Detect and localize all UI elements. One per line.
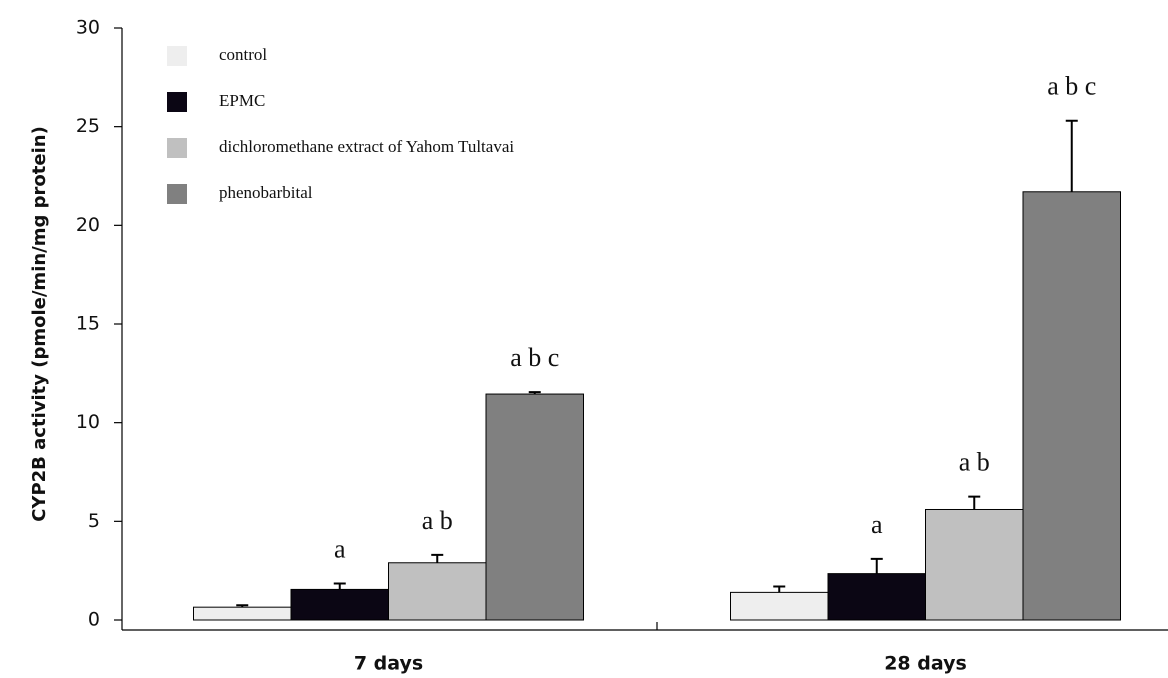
y-tick-label: 15 (76, 313, 100, 335)
bar (290, 588, 389, 621)
bar (193, 606, 292, 621)
y-tick-label: 30 (76, 17, 100, 39)
bar (925, 508, 1024, 621)
y-axis-label: CYP2B activity (pmole/min/mg protein) (29, 126, 50, 522)
y-tick-label: 0 (88, 609, 100, 631)
error-bar (870, 557, 883, 574)
legend-label: EPMC (219, 91, 265, 110)
bar (1022, 191, 1121, 621)
legend-label: control (219, 45, 267, 64)
y-tick-label: 10 (76, 411, 100, 433)
significance-label: a b (959, 448, 990, 477)
error-bar (431, 553, 444, 563)
bar (388, 562, 487, 621)
y-tick-label: 5 (88, 510, 100, 532)
x-tick-label: 7 days (354, 653, 423, 675)
bar (827, 573, 926, 621)
bar (485, 393, 584, 621)
x-tick-label: 28 days (884, 653, 967, 675)
error-bar (333, 582, 346, 590)
error-bar (773, 585, 786, 593)
legend-label: dichloromethane extract of Yahom Tultava… (219, 137, 514, 156)
y-tick-label: 25 (76, 115, 100, 137)
significance-label: a b (422, 506, 453, 535)
error-bar (528, 391, 541, 395)
legend-swatch (167, 92, 187, 112)
significance-label: a (871, 510, 883, 539)
legend-label: phenobarbital (219, 183, 313, 202)
error-bar (236, 604, 249, 608)
error-bar (968, 495, 981, 510)
significance-label: a b c (1047, 72, 1096, 101)
error-bar (1065, 119, 1078, 192)
legend-swatch (167, 184, 187, 204)
legend-swatch (167, 46, 187, 66)
legend-swatch (167, 138, 187, 158)
y-tick-label: 20 (76, 214, 100, 236)
significance-label: a (334, 534, 346, 563)
bar (730, 591, 829, 621)
significance-label: a b c (510, 343, 559, 372)
